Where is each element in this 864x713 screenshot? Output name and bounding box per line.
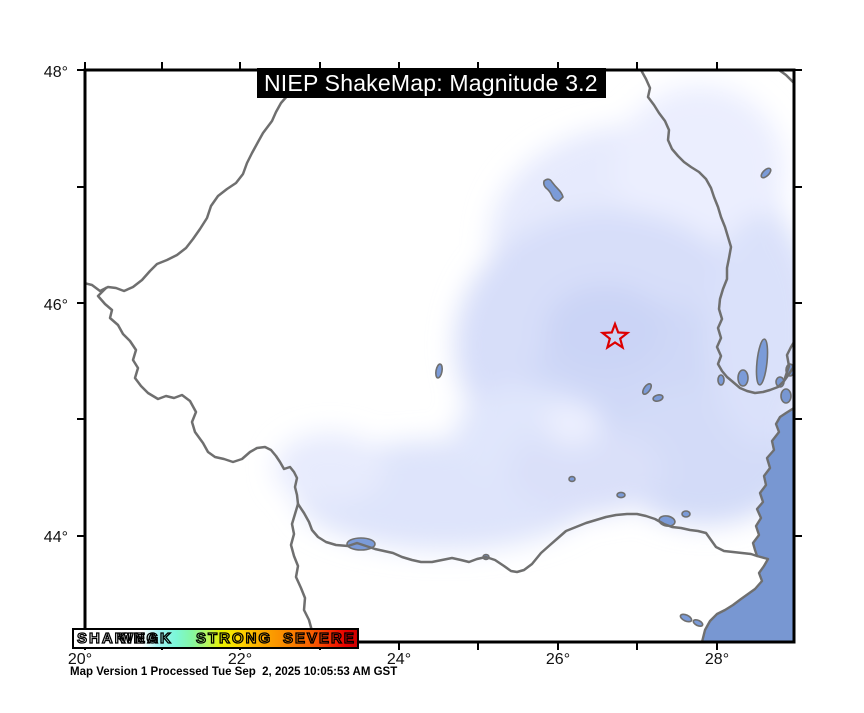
x-label-24: 24° [387, 651, 411, 668]
y-label-46: 46° [44, 297, 68, 314]
country-borders [86, 71, 793, 633]
colorbar-label-shaking: SHAKING [76, 629, 161, 647]
lakes [346, 167, 772, 627]
map-title: NIEP ShakeMap: Magnitude 3.2 [257, 68, 606, 98]
y-label-48: 48° [44, 64, 68, 81]
colorbar-label-strong: STRONG [195, 629, 273, 647]
black-sea [701, 407, 793, 641]
epicenter-star [599, 320, 631, 351]
axis-labels: 48° 46° 44° 20° 22° 24° 26° 28° [44, 64, 729, 668]
shaking-intensity-overlay [275, 85, 793, 550]
map-version-note: Map Version 1 Processed Tue Sep 2, 2025 … [70, 666, 398, 678]
colorbar-label-weak: WEAK [118, 629, 173, 647]
y-label-44: 44° [44, 529, 68, 546]
intensity-colorbar: SHAKING WEAK STRONG SEVERE [72, 628, 359, 649]
x-label-22: 22° [228, 651, 252, 668]
x-label-20: 20° [68, 651, 92, 668]
colorbar-label-severe: SEVERE [282, 629, 356, 647]
x-label-26: 26° [546, 651, 570, 668]
x-label-28: 28° [705, 651, 729, 668]
